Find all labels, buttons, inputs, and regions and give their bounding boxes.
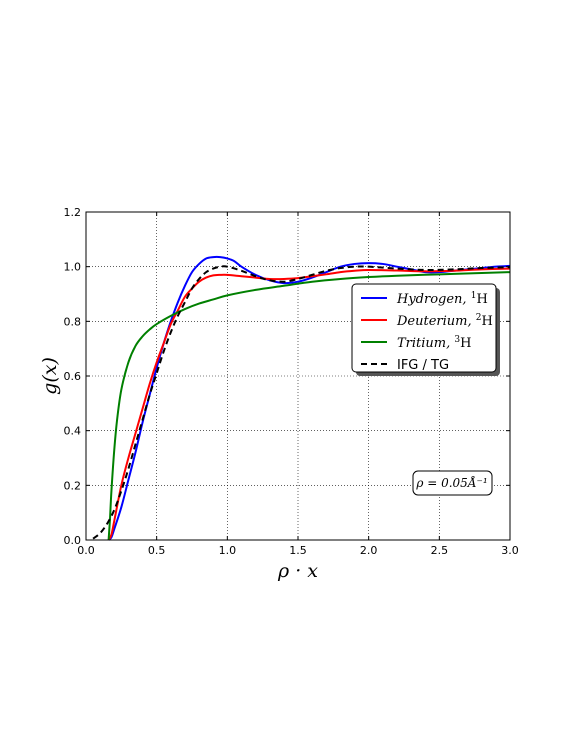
annotation-box: ρ = 0.05Å⁻¹ (412, 470, 493, 496)
y-tick-label: 1.2 (64, 206, 82, 219)
y-tick-label: 1.0 (64, 261, 82, 274)
x-tick-label: 0.5 (148, 544, 166, 557)
x-axis-label: ρ · x (277, 560, 318, 582)
legend: Hydrogen, 1H Deuterium, 2H Tritium, 3H IFG … (351, 283, 500, 376)
annotation-text: ρ = 0.05Å⁻¹ (415, 475, 487, 490)
x-tick-label: 2.5 (431, 544, 449, 557)
legend-box (351, 283, 497, 373)
ticks (85, 211, 511, 541)
x-tick-label: 3.0 (501, 544, 519, 557)
y-tick-label: 0.8 (64, 315, 82, 328)
legend-label-3: IFG / TG (397, 358, 449, 373)
y-tick-label: 0.6 (64, 370, 82, 383)
x-tick-label: 2.0 (360, 544, 378, 557)
x-tick-label: 1.5 (289, 544, 307, 557)
curves (92, 255, 511, 541)
legend-label-2: Tritium, 3H (397, 335, 471, 351)
tick-labels: 0.0 0.5 1.0 1.5 2.0 2.5 3.0 0.0 0.2 0.4 0.6 0.8 1.0 1… (64, 206, 519, 557)
x-tick-label: 0.0 (77, 544, 95, 557)
y-axis-label: g(x) (39, 357, 61, 395)
series-line-1 (107, 267, 511, 541)
series-line-3 (92, 265, 511, 540)
x-tick-label: 1.0 (219, 544, 237, 557)
legend-label-0: Hydrogen, 1H (396, 291, 488, 307)
y-tick-label: 0.4 (64, 425, 82, 438)
y-tick-label: 0.2 (64, 479, 82, 492)
y-tick-label: 0.0 (64, 534, 82, 547)
series-line-2 (107, 271, 511, 541)
legend-label-1: Deuterium, 2H (396, 313, 493, 329)
